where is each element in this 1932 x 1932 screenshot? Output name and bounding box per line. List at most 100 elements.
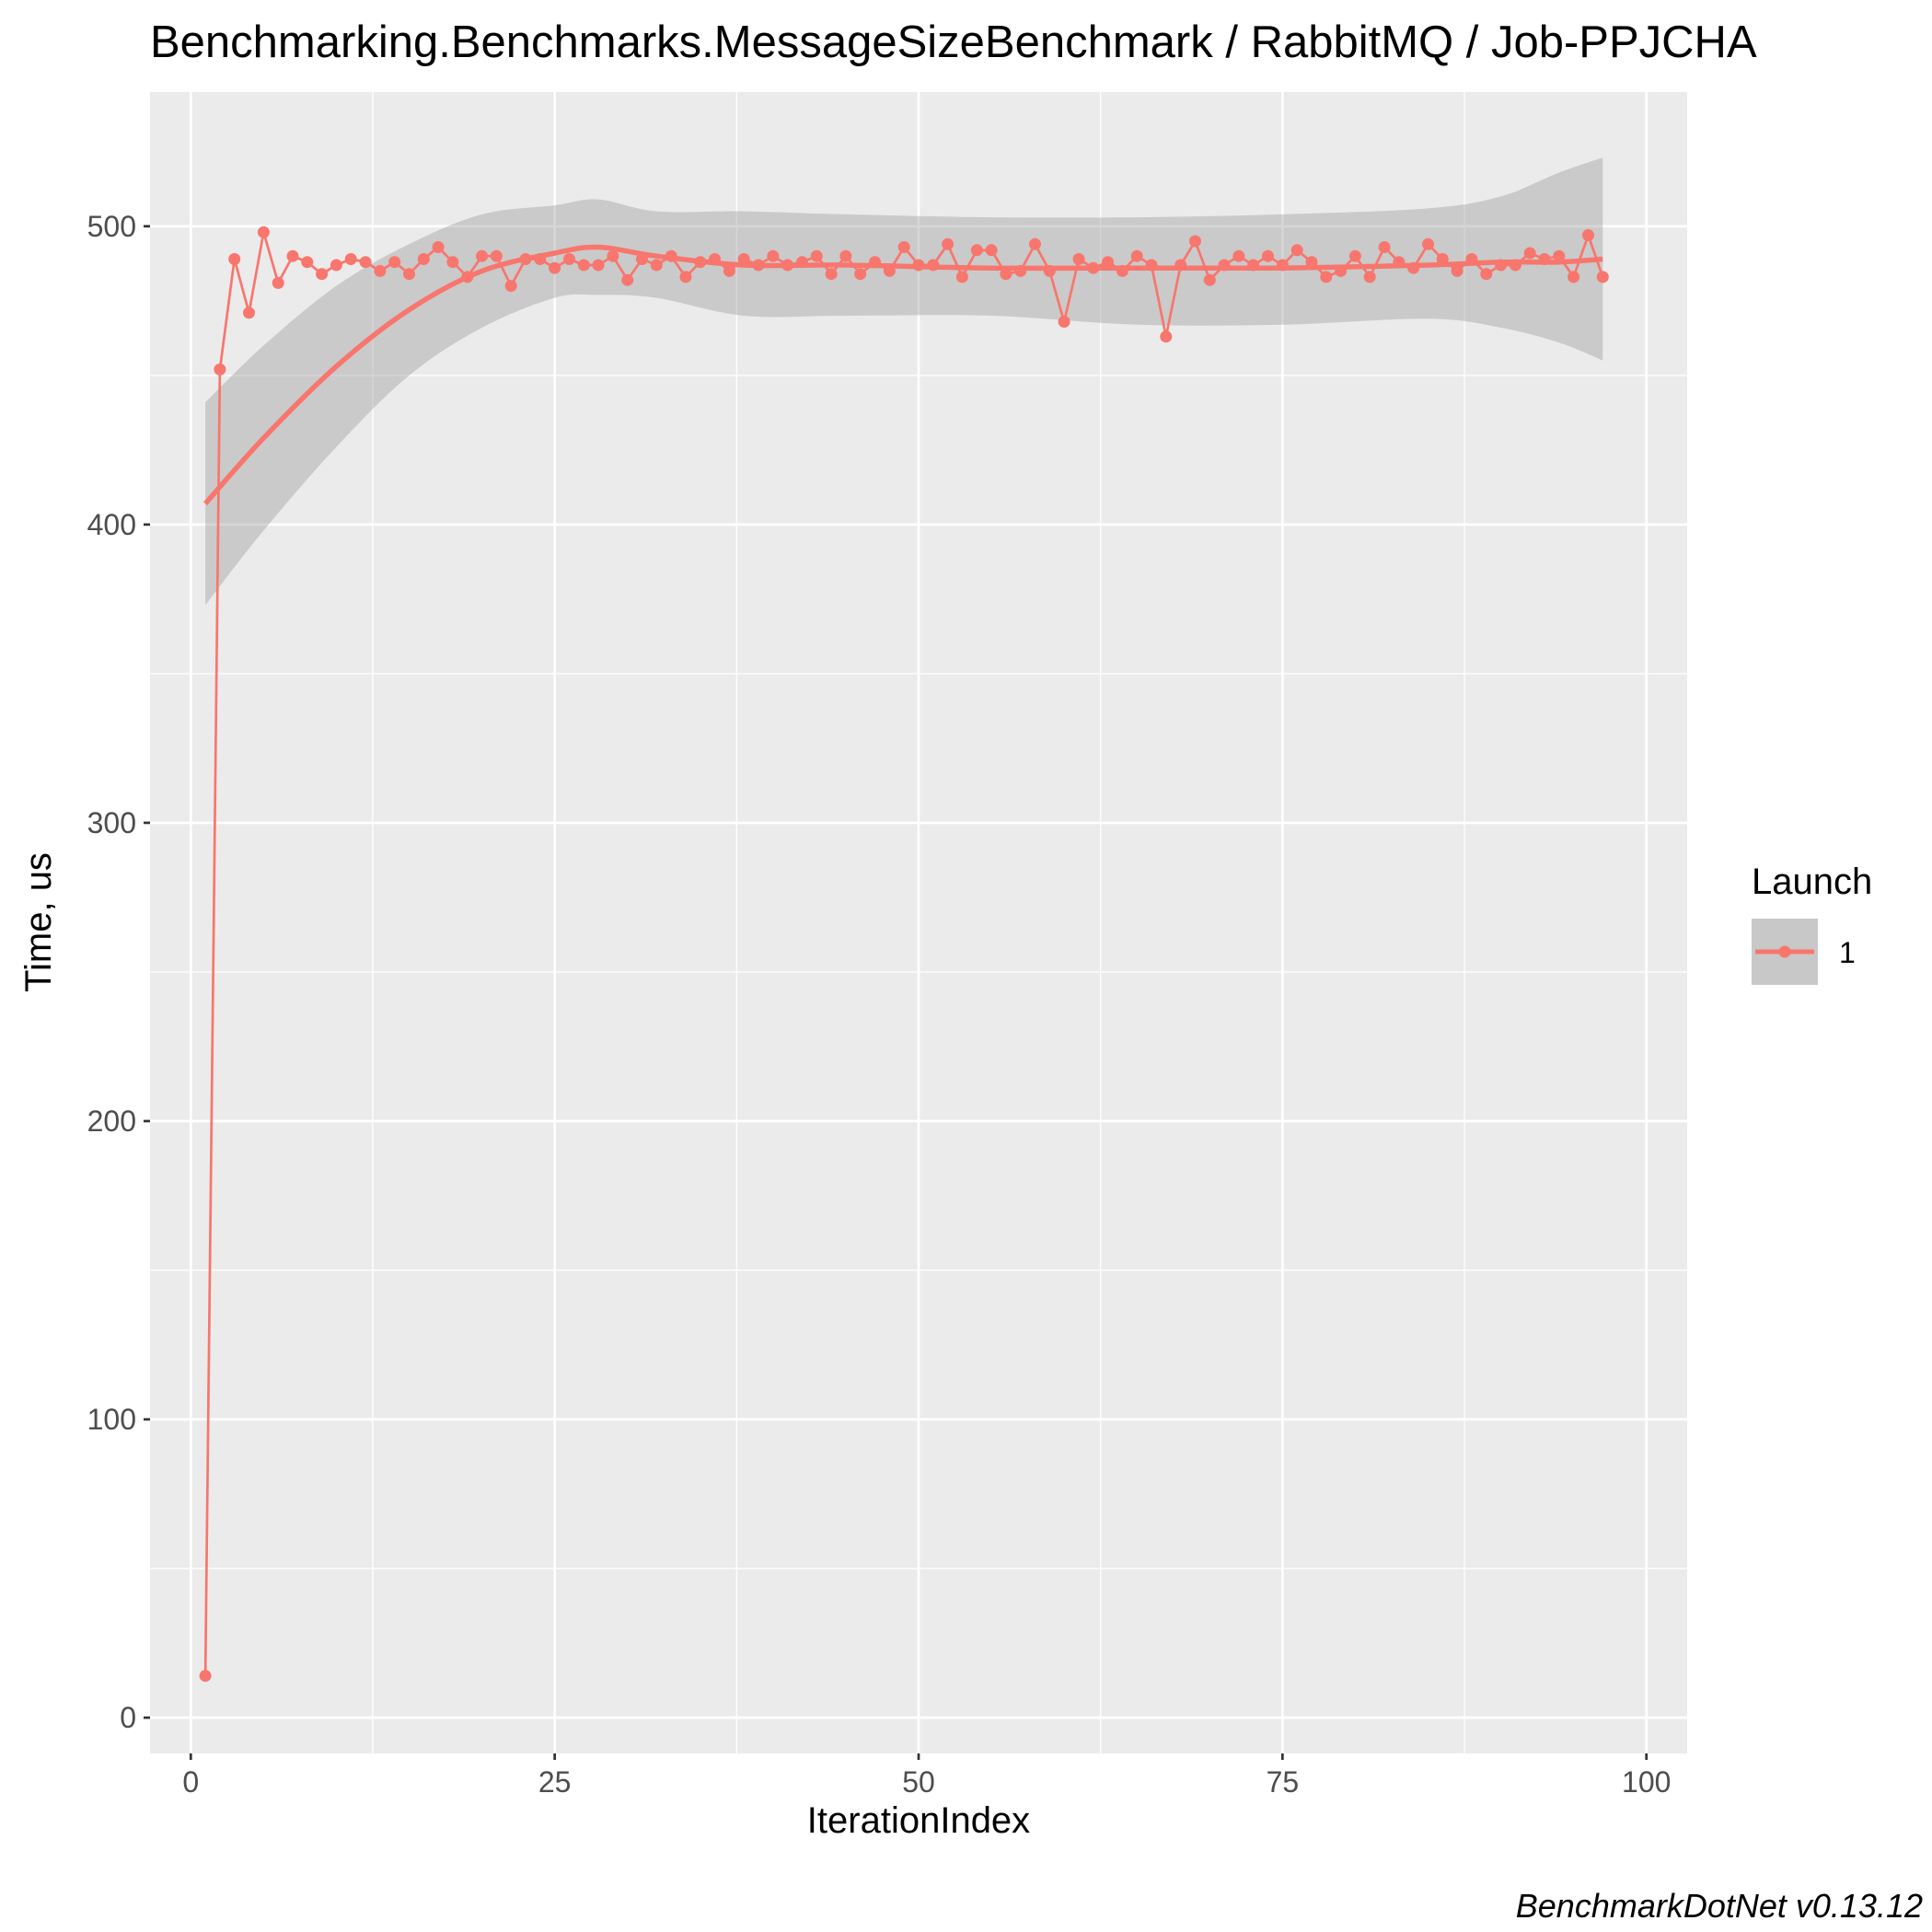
data-point <box>1451 264 1463 277</box>
data-point <box>534 253 547 265</box>
data-point <box>1014 264 1027 277</box>
data-point <box>1422 237 1434 250</box>
data-point <box>490 249 503 262</box>
data-point <box>344 253 357 265</box>
data-point <box>243 307 255 319</box>
data-point <box>970 244 983 257</box>
data-point <box>1247 259 1260 272</box>
data-point <box>737 253 750 265</box>
data-point <box>636 253 648 265</box>
data-point <box>955 271 968 283</box>
data-point <box>665 249 677 262</box>
y-tick-label: 300 <box>87 806 136 839</box>
data-point <box>621 273 634 286</box>
data-point <box>1393 256 1406 269</box>
data-point <box>1523 247 1536 260</box>
data-point <box>1335 264 1348 277</box>
data-point <box>359 256 372 269</box>
data-point <box>869 256 882 269</box>
data-point <box>417 253 430 265</box>
data-point <box>446 256 459 269</box>
data-point <box>1160 330 1173 343</box>
data-point <box>1378 241 1391 253</box>
data-point <box>476 249 489 262</box>
data-point <box>403 268 415 281</box>
data-point <box>1043 264 1056 277</box>
data-point <box>607 249 619 262</box>
x-tick-label: 25 <box>538 1765 572 1799</box>
data-point <box>563 253 575 265</box>
data-point <box>1102 256 1115 269</box>
data-point <box>1568 271 1580 283</box>
data-point <box>1465 253 1478 265</box>
y-axis: 0 100 200 300 400 500 <box>87 210 150 1734</box>
data-point <box>257 226 270 238</box>
data-point <box>1232 249 1245 262</box>
data-point <box>519 253 532 265</box>
series-layer <box>199 226 1609 1683</box>
data-point <box>796 256 808 269</box>
data-point <box>694 256 707 269</box>
data-point <box>1582 229 1594 241</box>
data-point <box>781 259 794 272</box>
data-point <box>1509 259 1521 272</box>
data-point <box>1495 259 1508 272</box>
data-point <box>1058 316 1070 328</box>
data-point <box>650 259 663 272</box>
data-point <box>839 249 852 262</box>
data-point <box>825 268 838 281</box>
data-point <box>767 249 780 262</box>
data-point <box>1000 268 1012 281</box>
data-point <box>1262 249 1274 262</box>
data-point <box>388 256 401 269</box>
legend: Launch 1 <box>1752 862 1872 985</box>
data-point <box>854 268 867 281</box>
y-tick-label: 100 <box>87 1403 136 1436</box>
legend-key-point <box>1778 945 1791 958</box>
x-tick-label: 50 <box>902 1765 935 1799</box>
data-point <box>504 280 517 293</box>
data-point <box>752 259 765 272</box>
x-tick-label: 0 <box>182 1765 199 1799</box>
y-tick-label: 200 <box>87 1105 136 1138</box>
data-point <box>1203 273 1216 286</box>
data-point <box>1174 259 1187 272</box>
data-point <box>1553 249 1566 262</box>
data-point <box>577 259 590 272</box>
x-tick-label: 100 <box>1622 1765 1671 1799</box>
y-tick-label: 0 <box>120 1701 136 1734</box>
data-point <box>592 259 605 272</box>
data-point <box>709 253 722 265</box>
data-point <box>228 253 241 265</box>
x-axis: 0 25 50 75 100 <box>182 1753 1671 1799</box>
data-point <box>1348 249 1361 262</box>
data-point <box>927 259 940 272</box>
data-point <box>1480 268 1493 281</box>
data-point <box>1072 253 1085 265</box>
data-point <box>1116 264 1128 277</box>
data-point <box>199 1670 212 1683</box>
data-point <box>1145 259 1158 272</box>
data-point <box>330 259 342 272</box>
data-point <box>1436 253 1449 265</box>
data-point <box>272 276 284 289</box>
data-point <box>1218 259 1231 272</box>
data-point <box>1596 271 1609 283</box>
data-point <box>942 237 954 250</box>
chart-title: Benchmarking.Benchmarks.MessageSizeBench… <box>150 17 1757 67</box>
data-point <box>214 363 226 376</box>
data-point <box>1276 259 1289 272</box>
data-point <box>1363 271 1376 283</box>
data-point <box>1320 271 1333 283</box>
y-tick-label: 500 <box>87 210 136 243</box>
data-point <box>897 241 910 253</box>
data-point <box>679 271 692 283</box>
data-point <box>301 256 314 269</box>
data-point <box>432 241 445 253</box>
y-axis-title: Time, us <box>18 852 59 992</box>
data-point <box>1538 253 1551 265</box>
data-point <box>1189 235 1201 248</box>
data-point <box>723 264 735 277</box>
data-point <box>1305 256 1318 269</box>
